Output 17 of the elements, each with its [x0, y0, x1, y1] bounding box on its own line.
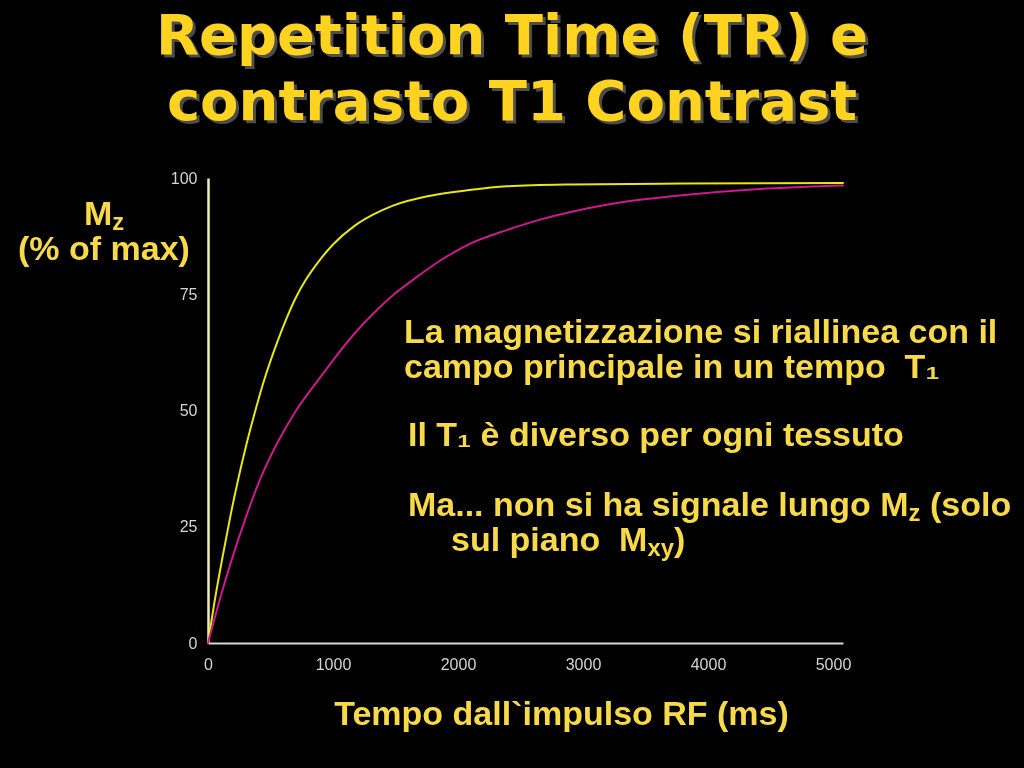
y-tick-label: 0	[188, 634, 198, 652]
x-tick-label: 0	[204, 655, 214, 673]
x-tick-label: 5000	[815, 655, 852, 673]
y-axis-title: M$_{z}$ (% of max)	[17, 194, 191, 267]
x-tick-label: 2000	[440, 655, 477, 673]
y-tick-label: 50	[179, 402, 198, 419]
y-tick-label: 25	[179, 518, 198, 536]
x-axis-title: Tempo dall`impulso RF (ms)	[334, 693, 789, 732]
text: Ma... non si ha signale lungo M$_{z}$ (solo sul piano M$_{xy}$)	[408, 485, 1012, 562]
chart-title: Repetition Time (TR) e contrasto T1 Contrast	[154, 2, 870, 134]
y-tick-label: 75	[179, 285, 198, 303]
y-tick-label: 100	[170, 169, 198, 187]
annotation: La magnetizzazione si riallinea con il campo principale in un tempo T₁	[404, 312, 999, 385]
x-tick-label: 3000	[565, 655, 602, 673]
annotation: Il T₁ è diverso per ogni tessuto	[408, 415, 905, 453]
x-tick-label: 1000	[315, 655, 352, 673]
x-tick-label: 4000	[690, 655, 727, 673]
